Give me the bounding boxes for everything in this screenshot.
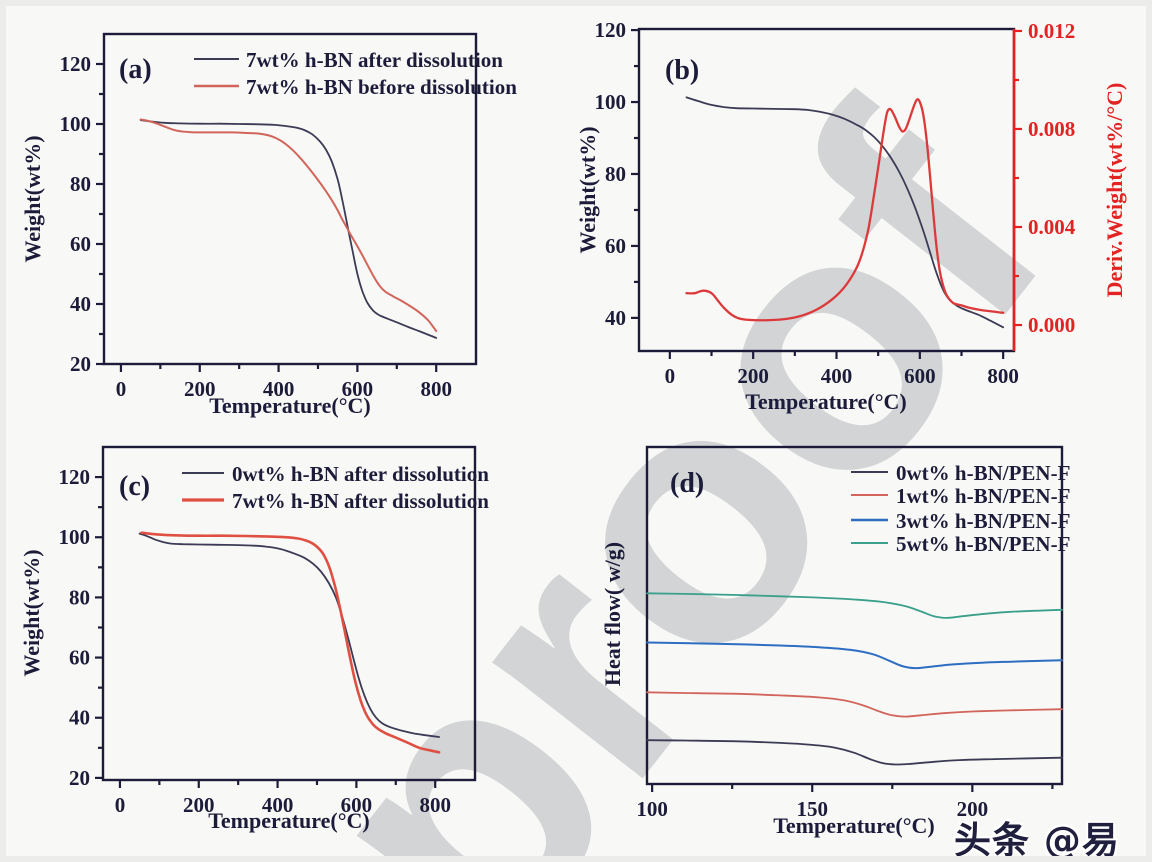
panel-letter: (a) — [119, 54, 152, 85]
y2-axis-b: 0.000 0.004 0.008 0.012 — [1014, 19, 1076, 337]
panel-d: 100 150 200 Temperature(°C) Heat flow( w/g) (… — [600, 445, 1070, 838]
y2-axis-label: Deriv.Weight(wt%/°C) — [1102, 83, 1127, 298]
x-axis-a: 0 200 400 600 800 — [116, 364, 452, 401]
y-tick-label: 120 — [59, 465, 91, 489]
y-tick-label: 20 — [69, 766, 90, 790]
y-axis-label: Weight(wt%) — [20, 135, 45, 262]
toutiao-logo-watermark: 头条 @易丝帮 — [954, 819, 1120, 862]
panel-letter: (b) — [665, 55, 699, 86]
series-7wt-hbn-after-dissolution — [139, 119, 438, 339]
y-tick-label: 20 — [70, 352, 91, 376]
y-axis-a: 20 40 60 80 100 120 — [60, 52, 104, 376]
x-tick-label: 400 — [263, 377, 295, 401]
series-weight-curve — [685, 96, 1005, 329]
y-tick-label: 40 — [69, 706, 90, 730]
legend-label: 0wt% h-BN after dissolution — [232, 462, 489, 486]
panel-b: 0 200 400 600 800 40 60 80 100 120 0.000 0.004 0.008… — [575, 18, 1127, 414]
plot-frame-d — [645, 445, 1064, 786]
x-tick-label: 200 — [957, 797, 989, 821]
y-tick-label: 60 — [69, 646, 90, 670]
x-tick-label: 0 — [665, 364, 676, 388]
series-1wt-hbn-pen-f — [646, 691, 1063, 718]
legend-label: 0wt% h-BN/PEN-F — [896, 461, 1070, 485]
series-0wt-hbn-pen-f — [646, 739, 1063, 766]
y-axis-label: Heat flow( w/g) — [600, 542, 625, 686]
plot-frame-c — [101, 445, 477, 782]
x-axis-c: 0 200 400 600 800 — [115, 780, 451, 817]
y-axis-label: Weight(wt%) — [575, 126, 600, 253]
y-tick-label: 40 — [605, 306, 626, 330]
y-tick-label: 100 — [59, 525, 91, 549]
x-tick-label: 600 — [341, 793, 373, 817]
series-deriv-weight-curve — [685, 98, 1005, 322]
y2-tick-label: 0.000 — [1028, 313, 1075, 337]
series-7wt-hbn-after-dissolution — [140, 531, 441, 754]
x-axis-label: Temperature(°C) — [208, 808, 370, 833]
legend-label: 1wt% h-BN/PEN-F — [896, 484, 1070, 508]
panel-a: 0 200 400 600 800 20 40 60 80 100 120 Temperature(°… — [20, 32, 517, 418]
legend-label: 7wt% h-BN after dissolution — [246, 48, 503, 72]
legend-label: 7wt% h-BN before dissolution — [246, 75, 517, 99]
x-axis-b: 0 200 400 600 800 — [665, 351, 1019, 388]
x-tick-label: 150 — [796, 797, 828, 821]
x-tick-label: 800 — [420, 377, 452, 401]
tga-dsc-figure: 0 200 400 600 80020406080100120Temperature(°… — [19, 18, 1127, 838]
x-axis-d: 100 150 200 — [636, 784, 1054, 821]
x-tick-label: 0 — [116, 377, 127, 401]
y-tick-label: 60 — [605, 234, 626, 258]
x-tick-label: 600 — [342, 377, 374, 401]
x-tick-label: 800 — [987, 364, 1019, 388]
y-axis-label: Weight(wt%) — [19, 549, 44, 676]
x-tick-label: 200 — [184, 377, 216, 401]
x-axis-label: Temperature(°C) — [745, 389, 907, 414]
plot-frame-a — [102, 32, 478, 366]
series-5wt-hbn-pen-f — [646, 592, 1063, 619]
x-axis-label: Temperature(°C) — [773, 813, 935, 838]
y-tick-label: 100 — [595, 90, 627, 114]
x-tick-label: 200 — [183, 793, 215, 817]
y-tick-label: 120 — [60, 52, 92, 76]
legend-a: 7wt% h-BN after dissolution 7wt% h-BN bef… — [194, 48, 517, 99]
y-tick-label: 120 — [595, 18, 627, 42]
x-tick-label: 0 — [115, 793, 126, 817]
legend-label: 5wt% h-BN/PEN-F — [896, 532, 1070, 556]
x-tick-label: 400 — [262, 793, 294, 817]
x-tick-label: 100 — [636, 797, 668, 821]
panel-c: 0 200 400 600 800 20 40 60 80 100 120 Temperature(°… — [19, 445, 489, 833]
y-tick-label: 80 — [69, 585, 90, 609]
x-tick-label: 200 — [737, 364, 769, 388]
y-axis-c: 20 40 60 80 100 120 — [59, 465, 103, 790]
x-tick-label: 800 — [419, 793, 451, 817]
legend-label: 7wt% h-BN after dissolution — [232, 489, 489, 513]
legend-label: 3wt% h-BN/PEN-F — [896, 509, 1070, 533]
y-tick-label: 100 — [60, 112, 92, 136]
y2-tick-label: 0.012 — [1028, 19, 1075, 43]
y-tick-label: 60 — [70, 232, 91, 256]
y-tick-label: 80 — [605, 162, 626, 186]
series-3wt-hbn-pen-f — [646, 641, 1063, 670]
y-tick-label: 40 — [70, 292, 91, 316]
panel-letter: (d) — [670, 468, 704, 499]
series-0wt-hbn-after-dissolution — [138, 532, 440, 738]
y-tick-label: 80 — [70, 172, 91, 196]
x-tick-label: 400 — [821, 364, 853, 388]
series-7wt-hbn-before-dissolution — [139, 118, 438, 332]
x-axis-label: Temperature(°C) — [209, 393, 371, 418]
y-axis-b: 40 60 80 100 120 — [595, 18, 639, 330]
y2-tick-label: 0.004 — [1028, 215, 1076, 239]
y2-tick-label: 0.008 — [1028, 117, 1075, 141]
panel-letter: (c) — [119, 471, 150, 502]
legend-c: 0wt% h-BN after dissolution 7wt% h-BN aft… — [182, 462, 489, 513]
x-tick-label: 600 — [904, 364, 936, 388]
